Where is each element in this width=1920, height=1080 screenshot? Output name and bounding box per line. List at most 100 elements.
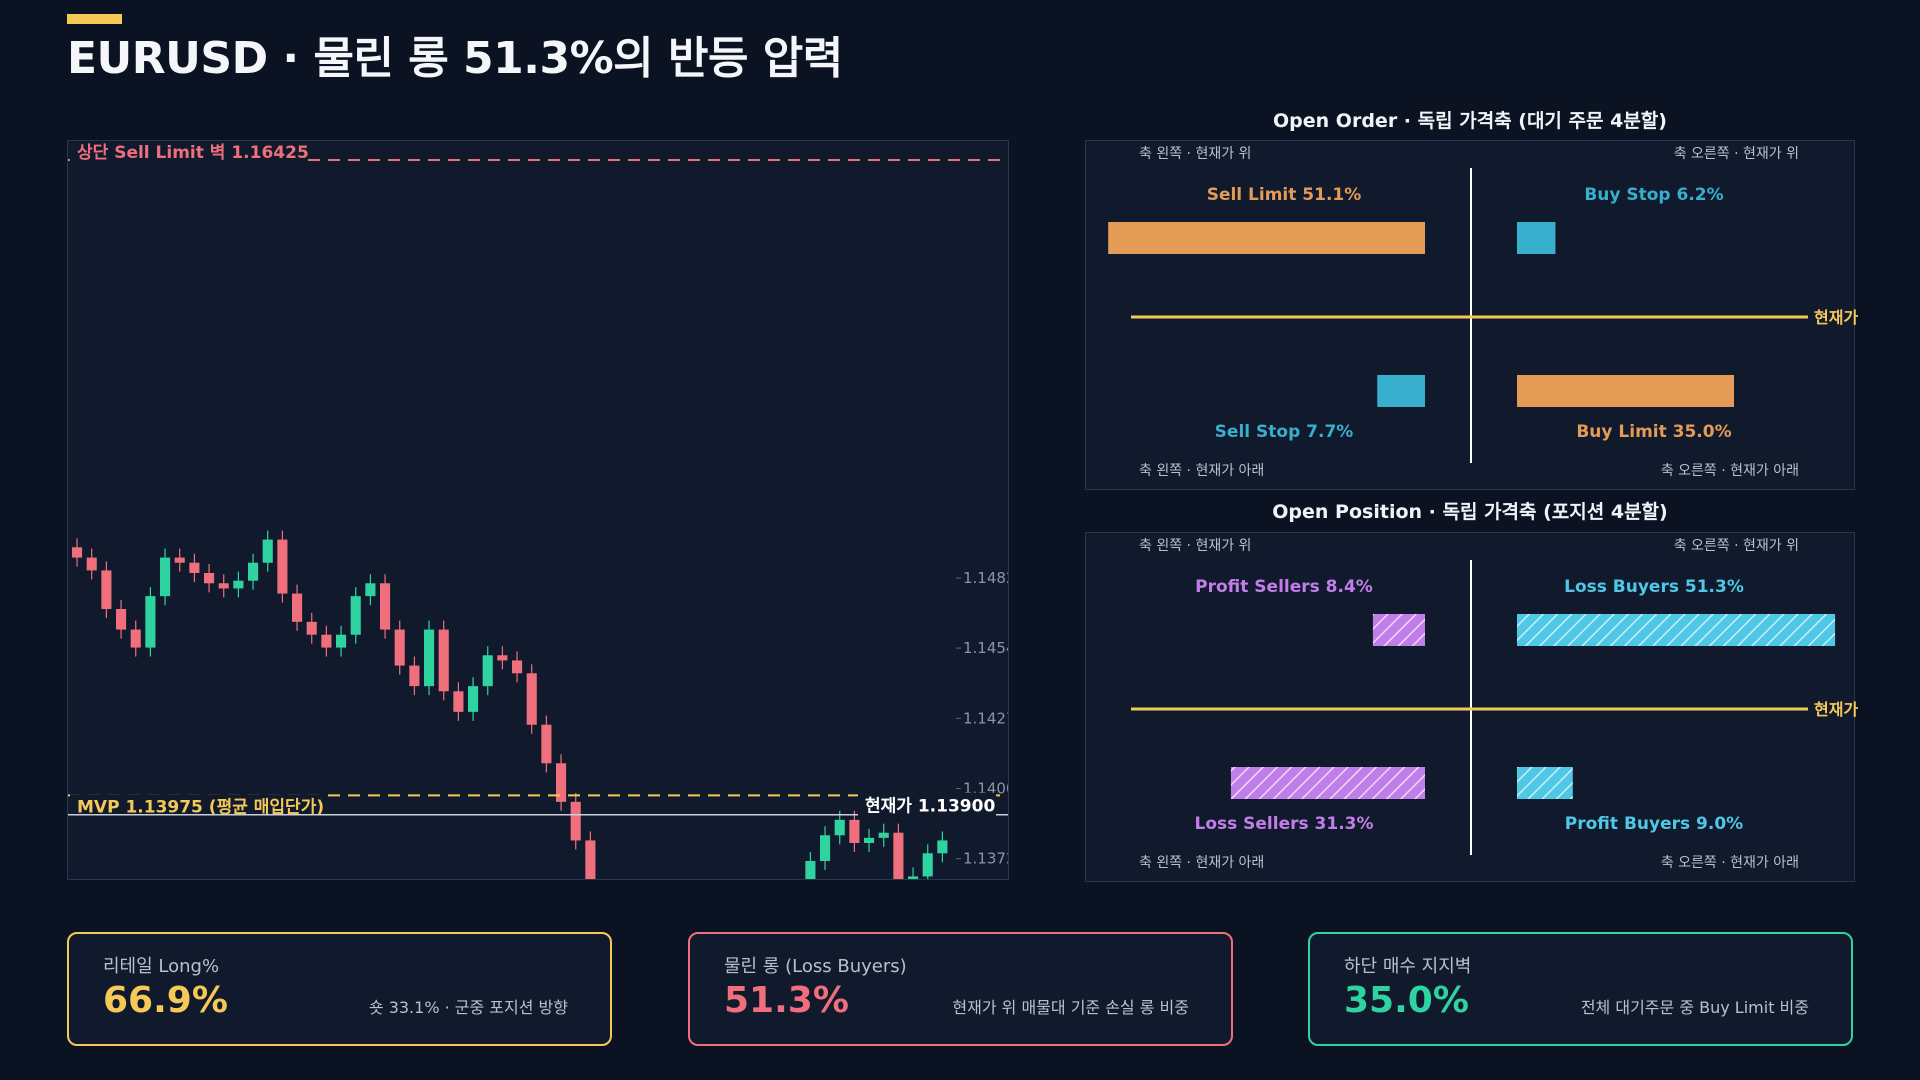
candle-body (160, 557, 171, 597)
card-note: 현재가 위 매물대 기준 손실 롱 비중 (952, 998, 1189, 1017)
candle-body (512, 660, 523, 674)
bar-sell-stop (1377, 375, 1425, 407)
card-note: 전체 대기주문 중 Buy Limit 비중 (1580, 998, 1809, 1017)
card-value: 51.3% (724, 980, 849, 1021)
candle-body (526, 673, 537, 725)
candle-body (145, 596, 156, 648)
open-position-title: Open Position · 독립 가격축 (포지션 4분할) (1272, 501, 1668, 523)
candle-body (585, 840, 596, 879)
candle-body (218, 583, 229, 589)
candle-body (189, 562, 200, 573)
candle-body (482, 655, 493, 687)
card-label: 물린 롱 (Loss Buyers) (724, 956, 907, 977)
candle-body (336, 634, 347, 648)
bar-loss-sellers (1230, 767, 1425, 799)
y-tick-label: 1.14275 (963, 709, 1008, 727)
candle-body (820, 835, 831, 861)
candle-body (350, 596, 361, 635)
mvp-label: MVP 1.13975 (평균 매입단가) (77, 797, 324, 817)
current-price-label: 현재가 1.13900 (865, 797, 995, 817)
bar-buy-limit (1517, 375, 1734, 407)
candle-body (849, 819, 860, 843)
bar-label-sell-limit: Sell Limit 51.1% (1207, 185, 1362, 205)
candle-body (306, 621, 317, 635)
open-order-title: Open Order · 독립 가격축 (대기 주문 4분할) (1273, 110, 1667, 132)
candle-body (468, 686, 479, 712)
current-price-label-bg (858, 792, 996, 817)
corner-label-bottom-right: 축 오른쪽 · 현재가 아래 (1661, 855, 1799, 871)
corner-label-top-right: 축 오른쪽 · 현재가 위 (1674, 146, 1799, 162)
candle-body (365, 583, 376, 597)
card-note: 숏 33.1% · 군중 포지션 방향 (368, 998, 568, 1017)
candle-body (937, 840, 948, 854)
candle-body (72, 547, 83, 558)
card-label: 리테일 Long% (103, 956, 220, 977)
candle-body (233, 580, 244, 589)
candle-body (453, 691, 464, 712)
candle-body (556, 763, 567, 802)
corner-label-top-right: 축 오른쪽 · 현재가 위 (1674, 538, 1799, 554)
open-position-chart: 축 왼쪽 · 현재가 위 축 오른쪽 · 현재가 위축 왼쪽 · 현재가 아래 축 … (1131, 538, 1858, 871)
corner-label-top-left: 축 왼쪽 · 현재가 위 (1139, 538, 1251, 554)
candle-body (248, 562, 259, 581)
bar-loss-buyers (1517, 614, 1836, 646)
candle-body (570, 801, 581, 841)
price-chart-panel: 1.148201.145481.142751.140021.13729상단 Se… (67, 140, 1009, 880)
page-title: EURUSD · 물린 롱 51.3%의 반등 압력 (67, 33, 843, 84)
retail-long-card: 리테일 Long% 66.9% 숏 33.1% · 군중 포지션 방향 (67, 932, 612, 1046)
buy-limit-support-card: 하단 매수 지지벽 35.0% 전체 대기주문 중 Buy Limit 비중 (1308, 932, 1853, 1046)
candle-body (204, 573, 215, 584)
candle-body (116, 609, 127, 630)
candle-body (834, 819, 845, 836)
bar-buy-stop (1517, 222, 1556, 254)
corner-label-bottom-right: 축 오른쪽 · 현재가 아래 (1661, 463, 1799, 479)
candle-body (277, 539, 288, 594)
candle-body (864, 837, 875, 843)
candle-body (86, 557, 97, 571)
candle-body (497, 655, 508, 661)
candle-body (424, 629, 435, 687)
loss-buyers-card: 물린 롱 (Loss Buyers) 51.3% 현재가 위 매물대 기준 손실… (688, 932, 1233, 1046)
title-accent-bar (67, 14, 122, 24)
bar-label-sell-stop: Sell Stop 7.7% (1215, 422, 1354, 442)
card-label: 하단 매수 지지벽 (1344, 956, 1472, 977)
open-order-chart: 축 왼쪽 · 현재가 위 축 오른쪽 · 현재가 위축 왼쪽 · 현재가 아래 축 … (1108, 146, 1858, 479)
current-price-label: 현재가 (1814, 700, 1858, 719)
corner-label-top-left: 축 왼쪽 · 현재가 위 (1139, 146, 1251, 162)
candle-body (438, 629, 449, 692)
candle-body (805, 861, 816, 879)
candle-body (292, 593, 303, 622)
sell-limit-wall-label: 상단 Sell Limit 벽 1.16425 (77, 143, 309, 163)
y-tick-label: 1.13729 (963, 850, 1008, 868)
candle-body (262, 539, 273, 563)
bar-profit-buyers (1517, 767, 1573, 799)
y-tick-label: 1.14548 (963, 639, 1008, 657)
candle-body (380, 583, 391, 630)
bar-label-loss-sellers: Loss Sellers 31.3% (1194, 814, 1373, 834)
candle-body (541, 724, 552, 764)
candle-body (878, 832, 889, 838)
bar-label-profit-buyers: Profit Buyers 9.0% (1565, 814, 1743, 834)
candle-body (174, 557, 185, 563)
candle-body (394, 629, 405, 666)
corner-label-bottom-left: 축 왼쪽 · 현재가 아래 (1139, 855, 1264, 871)
card-value: 66.9% (103, 980, 228, 1021)
card-value: 35.0% (1344, 980, 1469, 1021)
candle-body (908, 876, 919, 879)
candle-body (922, 853, 933, 877)
bar-sell-limit (1108, 222, 1425, 254)
price-chart: 1.148201.145481.142751.140021.13729상단 Se… (68, 141, 1008, 879)
bar-profit-sellers (1372, 614, 1425, 646)
candle-body (321, 634, 332, 648)
sell-limit-wall-label-bg (70, 141, 304, 163)
candle-body (130, 629, 141, 648)
bar-label-buy-stop: Buy Stop 6.2% (1584, 185, 1723, 205)
bar-label-loss-buyers: Loss Buyers 51.3% (1564, 577, 1744, 597)
candle-body (101, 570, 112, 609)
current-price-label: 현재가 (1814, 308, 1858, 327)
candle-body (893, 832, 904, 879)
corner-label-bottom-left: 축 왼쪽 · 현재가 아래 (1139, 463, 1264, 479)
bar-label-profit-sellers: Profit Sellers 8.4% (1195, 577, 1373, 597)
